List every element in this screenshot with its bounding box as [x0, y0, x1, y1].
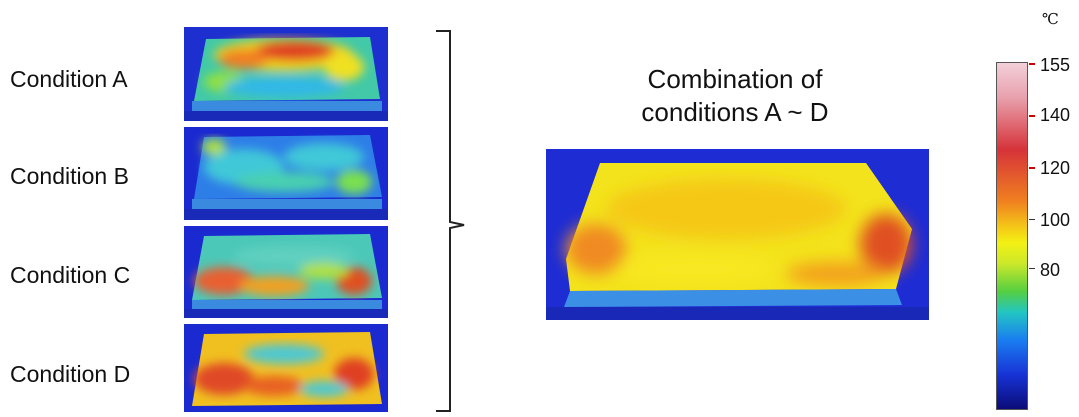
combination-title: Combination of conditions A ~ D: [600, 63, 870, 129]
thermal-image-condition-b: [184, 127, 388, 220]
scale-tick-80: 80: [1040, 260, 1061, 280]
scale-tick-100: 100: [1040, 210, 1071, 230]
thermal-image-combined: [546, 149, 929, 320]
scale-tick-155: 155: [1040, 55, 1071, 75]
tickmark-100: [1029, 219, 1035, 220]
temperature-color-scale: [996, 62, 1028, 410]
combination-title-line1: Combination of: [647, 64, 823, 94]
thermal-image-condition-c: [184, 226, 388, 318]
tickmark-80: [1029, 268, 1035, 269]
tickmark-120: [1029, 167, 1035, 169]
grouping-brace: [434, 30, 474, 417]
condition-d-label: Condition D: [10, 361, 131, 387]
combination-title-line2: conditions A ~ D: [641, 97, 829, 127]
condition-c-label: Condition C: [10, 262, 131, 288]
tickmark-140: [1029, 115, 1035, 117]
scale-tick-140: 140: [1040, 105, 1071, 125]
thermal-image-condition-d: [184, 324, 388, 412]
temperature-unit: ℃: [1042, 10, 1059, 28]
scale-tick-120: 120: [1040, 158, 1071, 178]
tickmark-155: [1029, 63, 1035, 65]
thermal-image-condition-a: [184, 27, 388, 121]
condition-a-label: Condition A: [10, 66, 128, 92]
condition-b-label: Condition B: [10, 163, 129, 189]
